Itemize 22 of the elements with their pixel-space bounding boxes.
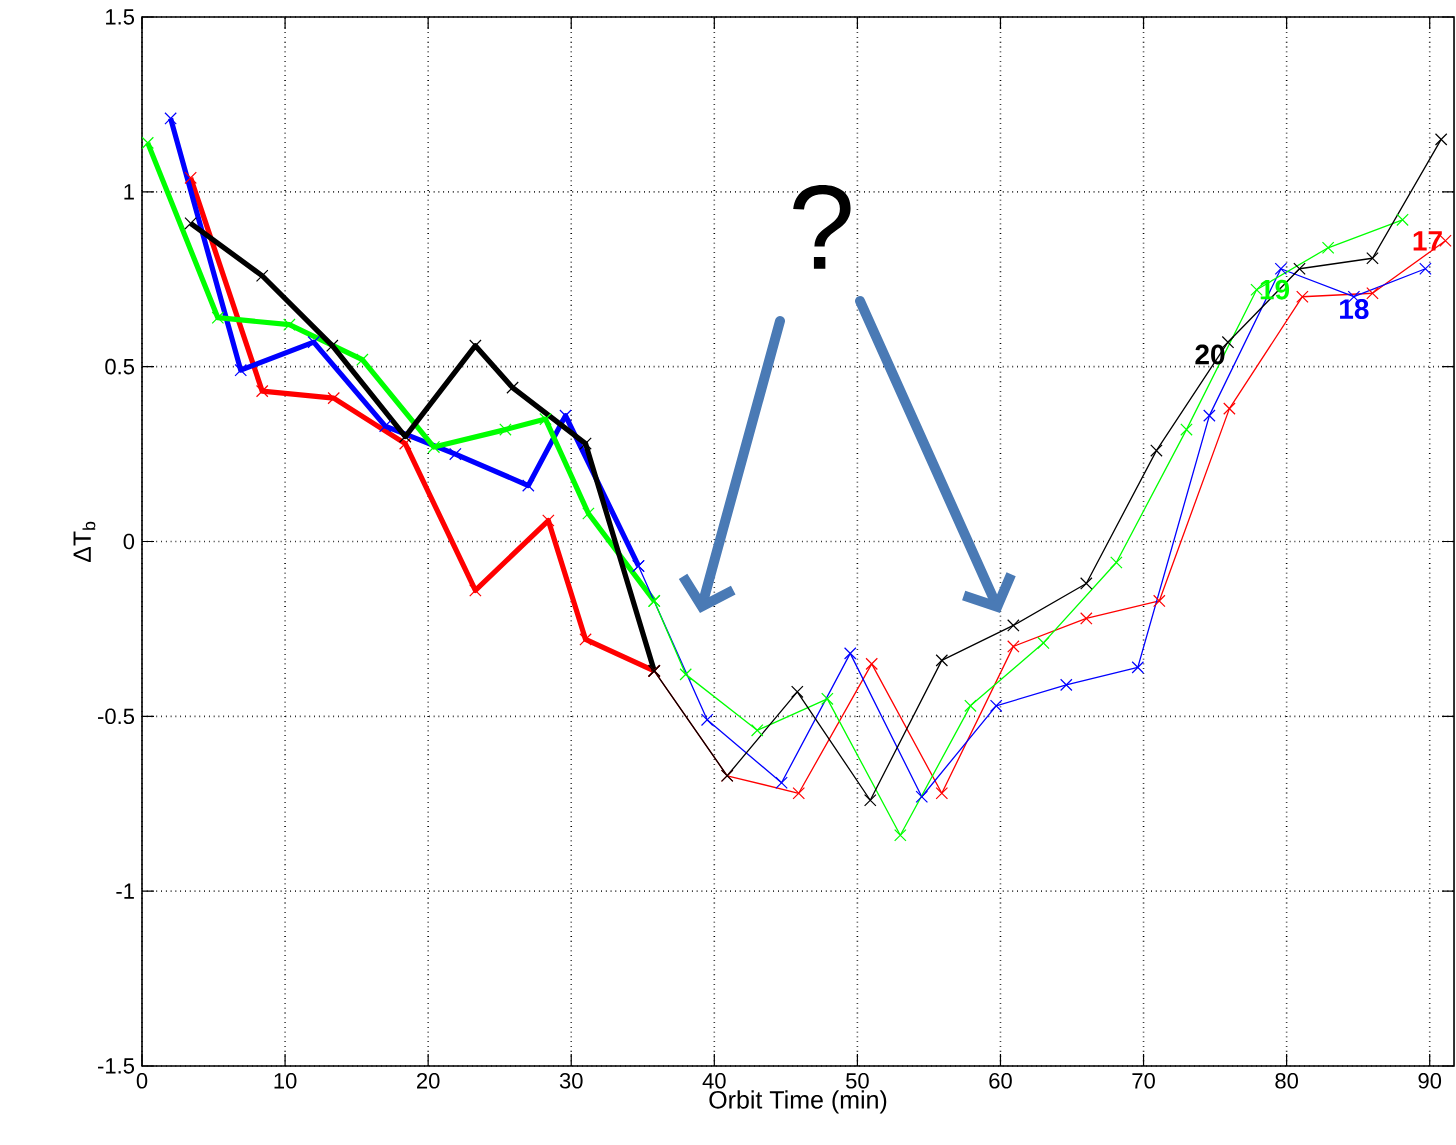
annotation: 17 (1413, 231, 1442, 251)
y-tick-label: -0.5 (98, 708, 135, 725)
x-tick-label: 80 (1275, 1073, 1298, 1089)
x-tick-label: 0 (136, 1073, 148, 1089)
x-tick-label: 70 (1132, 1073, 1155, 1089)
annotation: ? (793, 184, 851, 269)
x-tick-label: 50 (846, 1073, 869, 1089)
x-tick-label: 90 (1418, 1073, 1442, 1089)
y-tick-label: -1.5 (98, 1058, 135, 1074)
y-tick-label: -1 (116, 883, 134, 899)
x-axis-title: Orbit Time (min) (709, 1090, 887, 1114)
y-tick-label: 1 (124, 184, 134, 200)
x-tick-label: 60 (989, 1073, 1012, 1089)
x-tick-label: 20 (417, 1073, 440, 1089)
y-tick-label: 0 (123, 533, 135, 550)
x-tick-label: 30 (559, 1073, 583, 1089)
x-tick-label: 40 (702, 1073, 726, 1089)
y-axis-title: ΔT$_{b}$ (73, 521, 96, 563)
x-tick-label: 10 (274, 1073, 297, 1089)
y-tick-label: 1.5 (106, 9, 135, 25)
y-tick-label: 0.5 (105, 358, 135, 375)
annotation: 18 (1340, 299, 1369, 319)
